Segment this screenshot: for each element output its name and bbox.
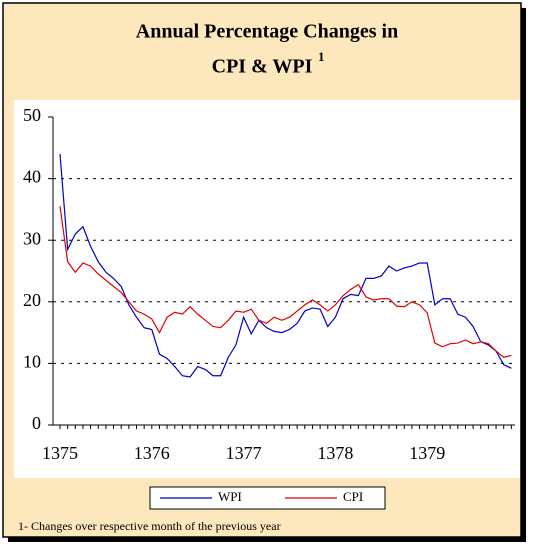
series-line [59,206,512,358]
y-tick-label: 50 [23,105,41,125]
chart-title: CPI & WPI [212,56,313,78]
x-tick-label: 1378 [317,443,353,463]
title-footnote-mark: 1 [318,49,325,64]
legend-label: CPI [343,489,363,504]
chart-title: Annual Percentage Changes in [136,21,398,43]
y-tick-label: 0 [32,413,41,433]
x-tick-label: 1375 [42,443,78,463]
plot-area [14,100,520,478]
footnote: 1- Changes over respective month of the … [18,519,281,533]
y-tick-label: 30 [23,228,41,248]
x-tick-label: 1376 [134,443,170,463]
y-tick-label: 40 [23,167,41,187]
legend [149,486,386,510]
x-tick-label: 1377 [226,443,262,463]
legend-label: WPI [218,489,242,504]
series-line [59,153,512,378]
y-tick-label: 20 [23,290,41,310]
x-tick-label: 1379 [409,443,445,463]
y-tick-label: 10 [23,352,41,372]
